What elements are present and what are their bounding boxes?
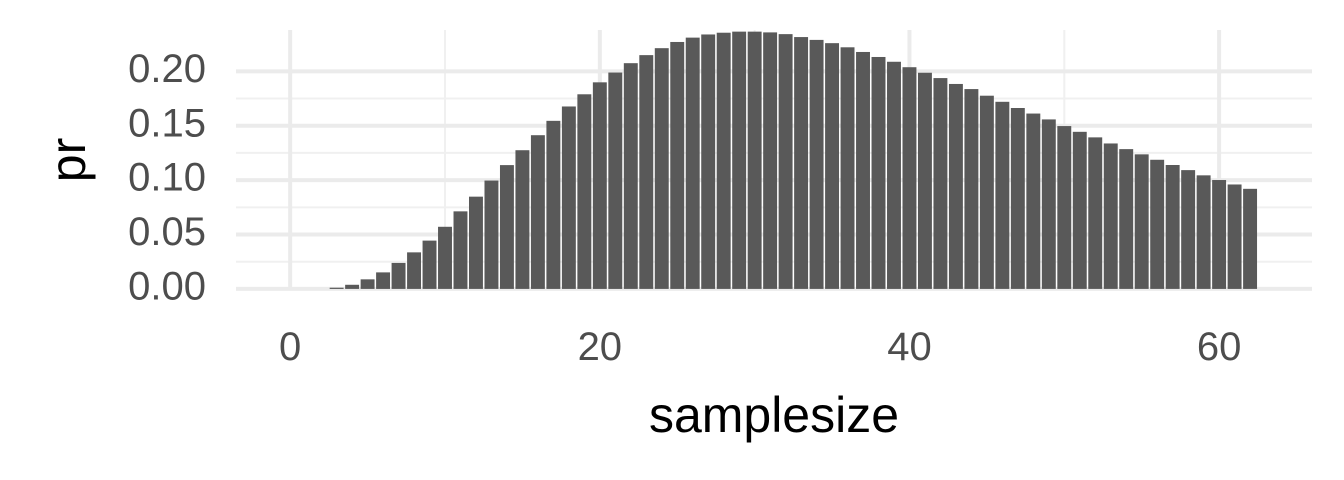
bar [794, 37, 809, 289]
bar [701, 34, 716, 289]
bar [887, 61, 901, 289]
bar [608, 72, 623, 289]
bar [948, 83, 963, 289]
bar [453, 211, 468, 289]
y-tick-label: 0.20 [128, 47, 206, 91]
bar [716, 32, 731, 289]
bar [902, 67, 917, 289]
bar [1181, 170, 1196, 289]
x-axis-title: samplesize [649, 387, 899, 443]
bar [1243, 188, 1258, 289]
bar [484, 180, 499, 289]
x-tick-label: 40 [887, 325, 932, 369]
y-axis-title: pr [40, 138, 96, 182]
bar [1088, 137, 1103, 289]
bar [623, 63, 638, 289]
bar [1134, 154, 1149, 289]
bar [1150, 159, 1165, 289]
bar [391, 262, 406, 289]
bar [376, 272, 391, 289]
bar [546, 120, 561, 289]
x-tick-label: 60 [1197, 325, 1242, 369]
bar [1010, 108, 1025, 289]
bar [1103, 143, 1118, 289]
bar [917, 72, 932, 289]
y-tick-label: 0.05 [128, 210, 206, 254]
y-tick-label: 0.00 [128, 264, 206, 308]
bar [933, 78, 948, 289]
bar [438, 226, 452, 289]
bar [685, 37, 700, 289]
bar [856, 51, 870, 289]
bar [1057, 126, 1072, 289]
bar [577, 94, 592, 289]
bar [1212, 180, 1227, 289]
bar [639, 55, 654, 289]
bar [469, 196, 483, 289]
bar [1227, 184, 1242, 289]
x-axis-ticks: 0 20 40 60 [279, 325, 1241, 369]
bar [763, 32, 778, 289]
bar [530, 135, 545, 289]
y-tick-label: 0.15 [128, 101, 206, 145]
bar [515, 150, 530, 289]
bar [1041, 119, 1056, 289]
bar [1026, 113, 1041, 289]
bar [654, 48, 669, 289]
bar [1165, 165, 1180, 289]
y-tick-label: 0.10 [128, 156, 206, 200]
y-axis-ticks: 0.00 0.05 0.10 0.15 0.20 [128, 47, 206, 309]
bar [561, 106, 576, 289]
bar [809, 39, 824, 289]
bar [840, 47, 855, 289]
bar [422, 240, 437, 289]
bar [979, 95, 994, 289]
x-tick-label: 0 [279, 325, 301, 369]
bar [1196, 175, 1211, 289]
bar [778, 34, 793, 289]
bar [995, 101, 1010, 289]
bar [499, 165, 514, 289]
bar [1072, 131, 1087, 289]
bar [407, 252, 422, 289]
bar [732, 31, 747, 289]
bar [871, 56, 886, 289]
bar [670, 41, 685, 289]
bar [345, 284, 360, 289]
bar [360, 279, 375, 289]
bar [1119, 149, 1134, 289]
bars [329, 31, 1258, 289]
bar [329, 287, 344, 289]
bar [825, 43, 840, 289]
bar [592, 82, 607, 289]
bar [964, 89, 979, 289]
x-tick-label: 20 [578, 325, 623, 369]
bar [747, 31, 762, 289]
